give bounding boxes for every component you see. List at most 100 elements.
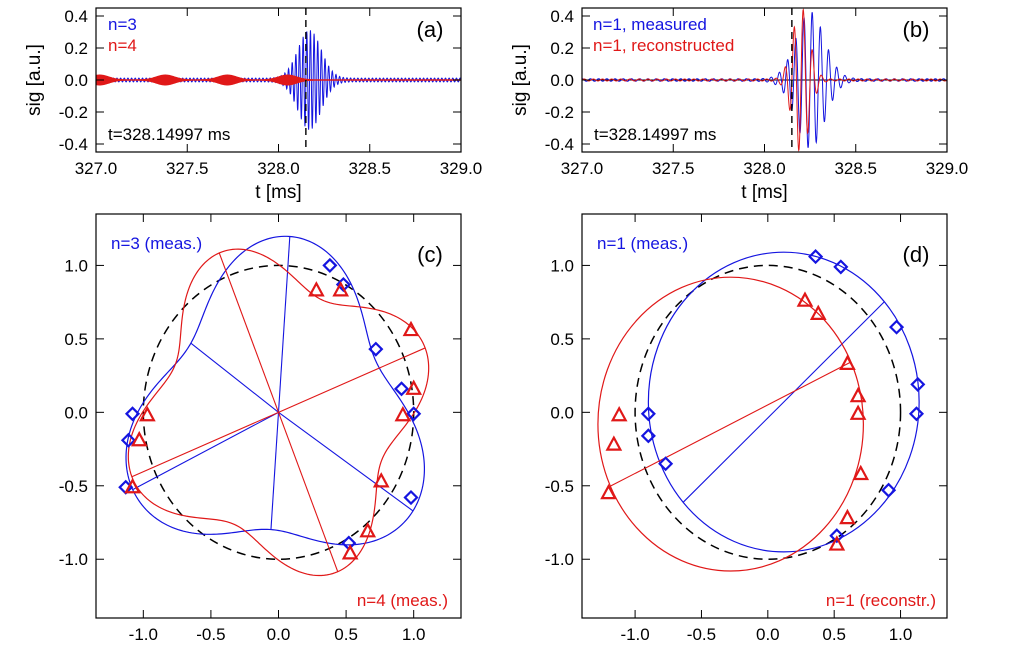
time-annotation: t=328.14997 ms [594,125,716,144]
spoke-line-red [277,412,339,572]
triangle-marker [600,483,617,500]
y-tick-label: 0.2 [550,39,574,58]
spoke-line-red [131,411,279,478]
axes-frame [581,7,948,153]
x-tick-label: 1.0 [889,625,913,644]
legend-label-red: n=4 [108,36,137,55]
diameter-line-red [610,361,852,487]
x-tick-label: 328.0 [257,159,300,178]
diamond-marker [368,341,384,357]
legend-label-blue: n=3 (meas.) [111,234,202,253]
x-tick-label: 327.5 [166,159,209,178]
x-tick-label: -0.5 [687,625,716,644]
diamond-marker [829,528,845,544]
plot-area-a [96,8,461,152]
diamond-marker [881,482,897,498]
x-tick-label: 0.0 [756,625,780,644]
x-tick-label: 0.0 [267,625,291,644]
reference-circle [142,264,415,560]
time-annotation: t=328.14997 ms [108,125,230,144]
y-tick-label: 0.5 [64,330,88,349]
diamond-marker [393,381,410,397]
x-tick-label: 327.0 [75,159,118,178]
y-tick-label: -0.4 [59,135,88,154]
x-tick-label: 0.5 [334,625,358,644]
triangle-marker [605,435,623,451]
diamond-marker [889,319,905,335]
diamond-marker [640,428,656,444]
y-tick-label: 0.4 [550,7,574,26]
y-tick-label: -0.2 [545,103,574,122]
triangle-marker [402,320,420,337]
panel-label: (a) [417,17,444,42]
triangle-marker [809,304,827,320]
x-tick-label: 1.0 [402,625,426,644]
y-tick-label: 0.2 [64,39,88,58]
spoke-line-blue [270,412,280,530]
y-tick-label: 0.0 [550,71,574,90]
triangle-marker [130,430,148,447]
triangle-marker [394,405,412,422]
spoke-line-blue [278,411,414,512]
x-axis-label: t [ms] [741,182,787,203]
mode-circle-red [597,276,864,572]
y-tick-label: -0.2 [59,103,88,122]
diamond-marker [640,406,656,422]
diamond-marker [908,406,925,422]
legend-label-red: n=1, reconstructed [593,36,734,55]
triangle-marker [849,386,867,403]
y-tick-label: 0.4 [64,7,88,26]
legend-label-blue: n=3 [108,15,137,34]
x-tick-label: 328.5 [348,159,391,178]
triangle-marker [852,464,870,481]
x-tick-label: -1.0 [620,625,649,644]
triangle-marker [341,544,359,560]
diamond-marker [124,406,141,422]
y-tick-label: 1.0 [550,256,574,275]
diamond-marker [833,259,849,275]
plot-area-b [582,8,947,152]
panel-a: 327.0 327.5 328.0 328.5 329.0 0.4 0.2 0.0 -0.2 -0… [24,7,482,203]
panel-b: 327.0 327.5 328.0 328.5 329.0 0.4 0.2 0.0 -0.2 -0… [510,7,968,203]
legend-label-red: n=4 (meas.) [357,591,448,610]
y-tick-label: 0.0 [550,403,574,422]
diamond-marker [403,489,419,506]
spoke-line-red [278,347,426,413]
triangle-marker [372,472,390,488]
triangle-marker [308,281,325,297]
x-tick-label: -0.5 [196,625,225,644]
triangle-marker [359,522,377,538]
y-tick-label: 0.0 [64,403,88,422]
y-axis-label: sig [a.u.] [24,44,45,116]
reference-circle [634,264,902,560]
spoke-line-blue [277,236,291,413]
x-tick-label: 0.5 [822,625,846,644]
triangle-marker [332,281,350,297]
triangle-marker [124,477,141,494]
panel-c: -1.0 -0.5 0.0 0.5 1.0 1.0 0.5 0.0 -0.5 -1.0 n=3 (m… [59,213,462,644]
mode-curve-blue [125,235,426,546]
y-tick-label: -0.5 [59,477,88,496]
y-tick-label: 0.5 [550,330,574,349]
x-tick-label: 327.0 [561,159,604,178]
panel-label: (b) [903,17,930,42]
spoke-line-blue [190,342,279,413]
triangle-marker [405,379,423,395]
triangle-marker [796,291,814,307]
x-axis-label: t [ms] [255,182,301,203]
panel-d: -1.0 -0.5 0.0 0.5 1.0 1.0 0.5 0.0 -0.5 -1.0 n=1 (m… [545,213,948,644]
mode-circle-blue [647,251,920,553]
panel-label: (c) [417,242,443,267]
x-tick-label: 329.0 [926,159,969,178]
diamond-marker [808,249,824,265]
y-tick-label: -1.0 [545,550,574,569]
legend-label-blue: n=1 (meas.) [597,234,688,253]
x-tick-label: 328.0 [743,159,786,178]
spoke-line-blue [132,411,279,491]
y-tick-label: 1.0 [64,256,88,275]
x-tick-label: 327.5 [652,159,695,178]
diamond-marker [120,432,137,448]
triangle-marker [610,405,628,422]
y-axis-label: sig [a.u.] [510,44,531,116]
